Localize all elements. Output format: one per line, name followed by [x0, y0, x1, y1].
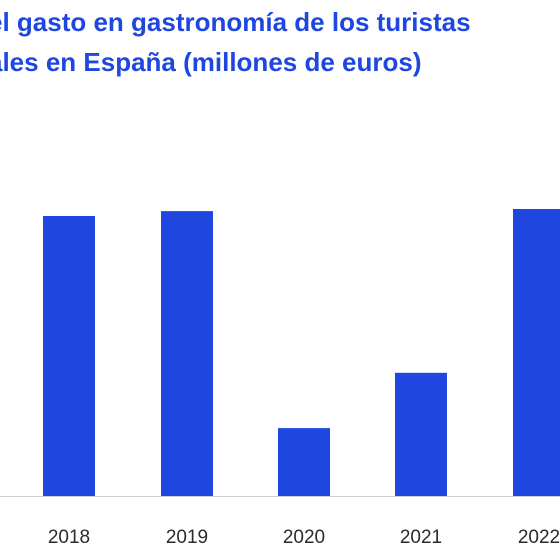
x-tick-label-2022: 2022 [518, 527, 560, 548]
x-tick-label-2018: 2018 [48, 527, 90, 548]
x-tick-label-2021: 2021 [400, 527, 442, 548]
chart-title-line-1: el gasto en gastronomía de los turistas [0, 7, 471, 37]
bar-2020 [278, 428, 330, 496]
x-tick-labels: 2018 2019 2020 2021 2022 [48, 527, 560, 548]
bar-2019 [161, 211, 213, 496]
bar-2018 [43, 216, 95, 496]
bars-group [43, 209, 560, 496]
chart-title-line-2: ales en España (millones de euros) [0, 47, 422, 77]
bar-2022 [513, 209, 560, 496]
chart-title: el gasto en gastronomía de los turistas … [0, 2, 560, 82]
bar-2021 [395, 372, 447, 496]
x-tick-label-2019: 2019 [166, 527, 208, 548]
x-tick-label-2020: 2020 [283, 527, 325, 548]
